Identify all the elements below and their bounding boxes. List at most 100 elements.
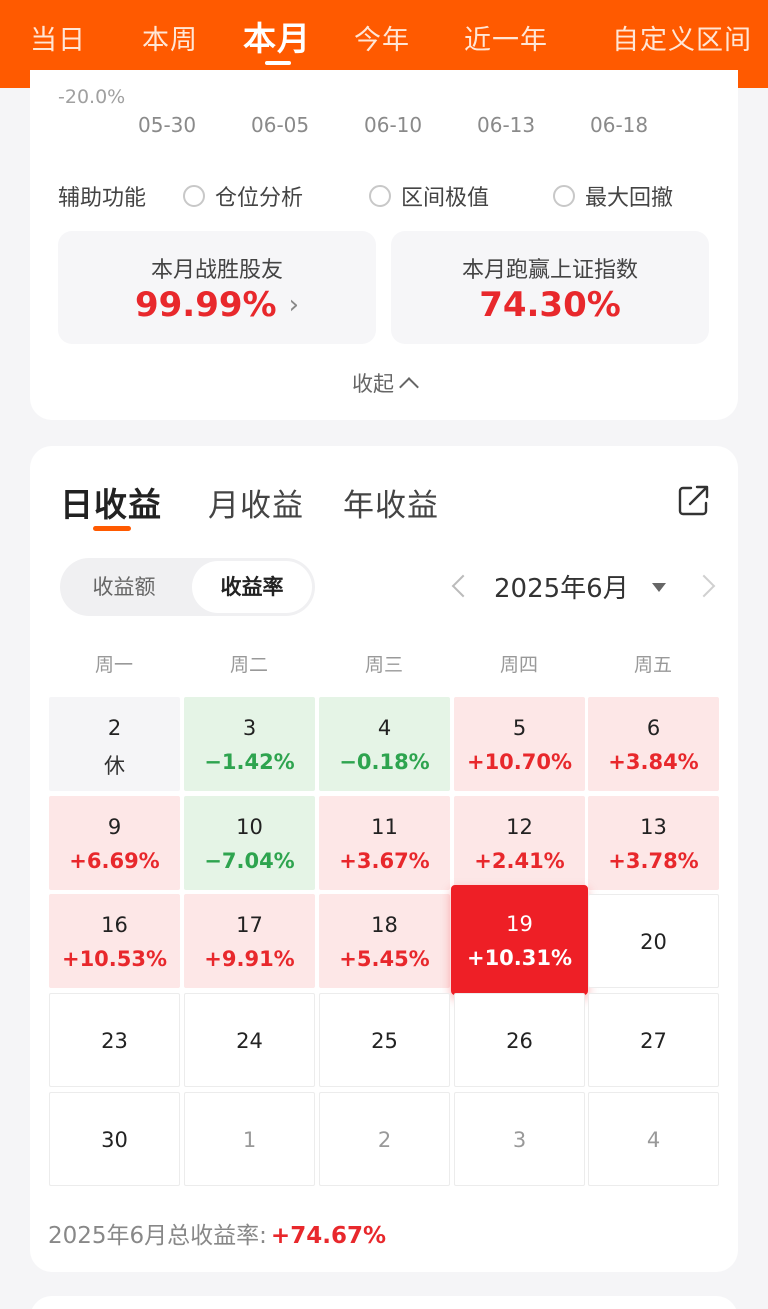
- calendar-cell[interactable]: 2: [319, 1092, 450, 1186]
- calendar-return: +10.70%: [466, 750, 573, 774]
- aux-option-position-analysis[interactable]: 仓位分析: [183, 180, 303, 212]
- calendar-cell[interactable]: 24: [184, 993, 315, 1087]
- calendar-day: 4: [377, 716, 392, 740]
- chart-y-label: -20.0%: [58, 86, 126, 108]
- calendar-cell[interactable]: 26: [454, 993, 585, 1087]
- calendar-return: +3.84%: [608, 750, 699, 774]
- tab-custom-range[interactable]: 自定义区间: [612, 25, 752, 56]
- aux-functions-label: 辅助功能: [58, 186, 147, 211]
- aux-option-range-extremes[interactable]: 区间极值: [369, 180, 489, 212]
- tab-this-week[interactable]: 本周: [142, 25, 198, 56]
- total-return: 2025年6月总收益率: +74.67%: [48, 1216, 386, 1250]
- calendar-day: 30: [101, 1128, 128, 1152]
- toggle-rate[interactable]: 收益率: [192, 561, 312, 613]
- calendar-cell[interactable]: 4 −0.18%: [319, 697, 450, 791]
- calendar-cell[interactable]: 16 +10.53%: [49, 894, 180, 988]
- calendar-return: +9.91%: [204, 947, 295, 971]
- total-return-label: 2025年6月总收益率:: [48, 1223, 267, 1249]
- calendar-cell[interactable]: 30: [49, 1092, 180, 1186]
- tab-yearly-returns[interactable]: 年收益: [343, 488, 439, 524]
- tab-last-year[interactable]: 近一年: [464, 25, 548, 56]
- calendar-return: +3.78%: [608, 849, 699, 873]
- tab-this-year[interactable]: 今年: [354, 25, 410, 56]
- tab-today[interactable]: 当日: [30, 25, 86, 56]
- aux-option-max-drawdown[interactable]: 最大回撤: [553, 180, 673, 212]
- calendar-return: +3.67%: [339, 849, 430, 873]
- calendar-cell[interactable]: 12 +2.41%: [454, 796, 585, 890]
- calendar-cell[interactable]: 6 +3.84%: [588, 697, 719, 791]
- calendar-cell[interactable]: 3 −1.42%: [184, 697, 315, 791]
- chart-x-tick: 06-10: [364, 113, 423, 137]
- tab-daily-returns[interactable]: 日收益: [60, 485, 162, 524]
- calendar-return: 休: [104, 754, 125, 778]
- calendar-cell[interactable]: 20: [588, 894, 719, 988]
- calendar-cell[interactable]: 27: [588, 993, 719, 1087]
- calendar-day: 27: [640, 1029, 667, 1053]
- returns-tab-indicator: [93, 526, 131, 531]
- calendar-day: 20: [640, 930, 667, 954]
- radio-icon[interactable]: [183, 185, 205, 207]
- aux-option-label: 最大回撤: [585, 186, 674, 211]
- chevron-up-icon: [399, 377, 419, 397]
- calendar-day: 3: [512, 1128, 527, 1152]
- collapse-label: 收起: [352, 372, 394, 396]
- calendar-cell[interactable]: 5 +10.70%: [454, 697, 585, 791]
- calendar-cell[interactable]: 10 −7.04%: [184, 796, 315, 890]
- calendar-return: −0.18%: [339, 750, 430, 774]
- stat-value: 74.30%: [479, 285, 621, 325]
- calendar-cell[interactable]: 9 +6.69%: [49, 796, 180, 890]
- calendar-cell[interactable]: 4: [588, 1092, 719, 1186]
- calendar-return: +10.53%: [61, 947, 168, 971]
- month-selector[interactable]: 2025年6月: [494, 574, 629, 604]
- calendar-cell[interactable]: 11 +3.67%: [319, 796, 450, 890]
- stat-beat-index: 本月跑赢上证指数 74.30%: [391, 231, 709, 344]
- toggle-amount[interactable]: 收益额: [92, 575, 156, 599]
- stat-value: 99.99% ›: [58, 285, 376, 325]
- weekday-header: 周三: [364, 654, 403, 676]
- calendar-day: 10: [236, 815, 263, 839]
- calendar-day: 6: [646, 716, 661, 740]
- calendar-day: 25: [371, 1029, 398, 1053]
- calendar-return: +5.45%: [339, 947, 430, 971]
- share-icon[interactable]: [677, 483, 711, 517]
- calendar-day: 23: [101, 1029, 128, 1053]
- radio-icon[interactable]: [553, 185, 575, 207]
- active-tab-indicator: [265, 61, 291, 65]
- calendar-return: −1.42%: [204, 750, 295, 774]
- next-card: [30, 1296, 738, 1309]
- radio-icon[interactable]: [369, 185, 391, 207]
- calendar-day: 13: [640, 815, 667, 839]
- calendar-return: −7.04%: [204, 849, 295, 873]
- calendar-cell[interactable]: 13 +3.78%: [588, 796, 719, 890]
- weekday-header: 周五: [633, 654, 672, 676]
- calendar-return: +2.41%: [474, 849, 565, 873]
- calendar-cell[interactable]: 3: [454, 1092, 585, 1186]
- tab-this-month[interactable]: 本月: [243, 19, 311, 58]
- weekday-header: 周四: [499, 654, 538, 676]
- stat-value-text: 99.99%: [134, 285, 277, 325]
- calendar-day: 2: [107, 716, 122, 740]
- chart-x-tick: 06-05: [251, 113, 310, 137]
- calendar-cell[interactable]: 17 +9.91%: [184, 894, 315, 988]
- calendar-day: 16: [101, 913, 128, 937]
- stat-label: 本月跑赢上证指数: [461, 258, 638, 283]
- calendar-cell[interactable]: 1: [184, 1092, 315, 1186]
- calendar-cell-today[interactable]: 19 +10.31%: [451, 885, 588, 995]
- calendar-cell[interactable]: 18 +5.45%: [319, 894, 450, 988]
- chart-x-tick: 06-18: [590, 113, 649, 137]
- collapse-button[interactable]: 收起: [0, 368, 768, 398]
- weekday-header: 周一: [94, 654, 133, 676]
- calendar-day: 26: [506, 1029, 533, 1053]
- weekday-header: 周二: [229, 654, 268, 676]
- aux-option-label: 区间极值: [401, 186, 490, 211]
- tab-monthly-returns[interactable]: 月收益: [208, 488, 304, 524]
- calendar-return: +6.69%: [69, 849, 160, 873]
- calendar-cell[interactable]: 23: [49, 993, 180, 1087]
- calendar-day: 18: [371, 913, 398, 937]
- calendar-day: 4: [646, 1128, 661, 1152]
- calendar-cell[interactable]: 25: [319, 993, 450, 1087]
- dropdown-icon[interactable]: [652, 583, 666, 592]
- calendar-return: +10.31%: [466, 946, 573, 970]
- stat-beat-peers[interactable]: 本月战胜股友 99.99% ›: [58, 231, 376, 344]
